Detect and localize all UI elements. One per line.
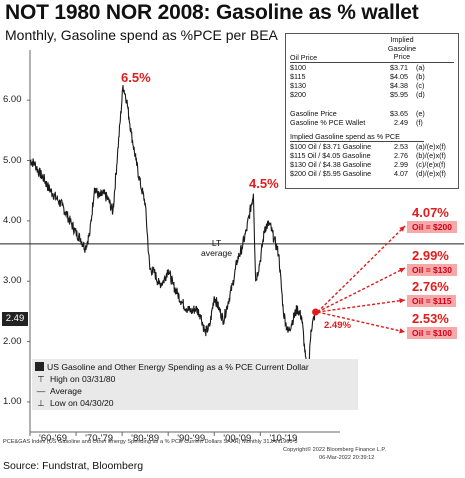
table-header-gasoline: Gasoline: [387, 43, 417, 53]
low-marker-icon: ⊥: [37, 398, 45, 408]
scenario-130-pct: 2.99%: [412, 248, 449, 263]
x-tick-label: '90-'99: [177, 433, 206, 444]
scenario-100-oil: Oil = $100: [407, 327, 457, 339]
scenario-arrowhead: [399, 328, 405, 334]
scenario-arrows: [317, 225, 406, 334]
scenario-115-pct: 2.76%: [412, 279, 449, 294]
peak-2008-label: 4.5%: [249, 176, 279, 191]
divider: [290, 141, 424, 142]
scenario-arrow: [317, 267, 406, 313]
y-tick-label: 6.00: [3, 94, 22, 106]
y-tick-label: 4.00: [3, 214, 22, 226]
scenario-arrowhead: [399, 226, 405, 232]
y-tick-label: 1.00: [3, 395, 22, 407]
footnote-copyright: Copyright© 2022 Bloomberg Finance L.P.: [283, 447, 386, 453]
x-tick-label: '70-'79: [85, 433, 114, 444]
legend-average: — Average: [36, 386, 82, 396]
footnote-index: PCE&GAS Index (US Gasoline and Other Ene…: [3, 439, 298, 445]
implied-price-table-continued: $130 Oil / $4.38 Gasoline 2.99 (c)/(e)x(f)…: [285, 160, 459, 189]
scenario-115-oil: Oil = $115: [407, 295, 457, 307]
legend-series: US Gasoline and Other Energy Spending as…: [35, 362, 309, 372]
table-header-price: Price: [393, 52, 411, 61]
implied-price-table: Implied Gasoline Price Oil Price $100 $3.…: [285, 33, 459, 162]
x-tick-label: '00-'09: [223, 433, 252, 444]
axes: [27, 50, 340, 436]
current-value-label: 2.49%: [324, 320, 351, 331]
table-header-implied: Implied: [390, 35, 414, 44]
current-point: [312, 308, 320, 316]
y-tick-label: 5.00: [3, 154, 22, 166]
current-value-badge: 2.49: [2, 312, 28, 326]
scenario-200-oil: Oil = $200: [407, 221, 457, 233]
scenario-arrow: [317, 299, 406, 313]
y-tick-label: 2.00: [3, 335, 22, 347]
footnote-timestamp: 06-Mar-2022 20:39:12: [319, 455, 375, 461]
scenario-100-pct: 2.53%: [412, 311, 449, 326]
scenario-arrow: [317, 225, 406, 313]
series-line: [29, 85, 317, 383]
chart-legend: US Gasoline and Other Energy Spending as…: [32, 359, 358, 410]
average-line-icon: —: [36, 386, 46, 396]
divider: [290, 62, 454, 63]
x-tick-label: '10-'19: [269, 433, 298, 444]
scenario-130-oil: Oil = $130: [407, 264, 457, 276]
chart-subtitle: Monthly, Gasoline spend as %PCE per BEA: [5, 27, 278, 43]
table-col-oil-price: Oil Price: [290, 53, 318, 62]
scenario-arrowhead: [399, 268, 405, 273]
legend-low: ⊥ Low on 04/30/20: [35, 398, 113, 409]
lt-average-label: LT average: [201, 238, 233, 258]
x-tick-label: '60-'69: [39, 433, 67, 444]
chart-title: NOT 1980 NOR 2008: Gasoline as % wallet: [5, 1, 419, 24]
source-note: Source: Fundstrat, Bloomberg: [3, 460, 144, 472]
high-marker-icon: ⊤: [37, 374, 45, 384]
legend-high: ⊤ High on 03/31/80: [35, 374, 115, 385]
y-tick-label: 3.00: [3, 275, 22, 287]
peak-1980-label: 6.5%: [121, 70, 151, 85]
scenario-200-pct: 4.07%: [412, 205, 449, 220]
series-swatch-icon: [35, 362, 44, 371]
x-tick-label: '80-'89: [131, 433, 160, 444]
scenario-arrowhead: [399, 298, 405, 304]
